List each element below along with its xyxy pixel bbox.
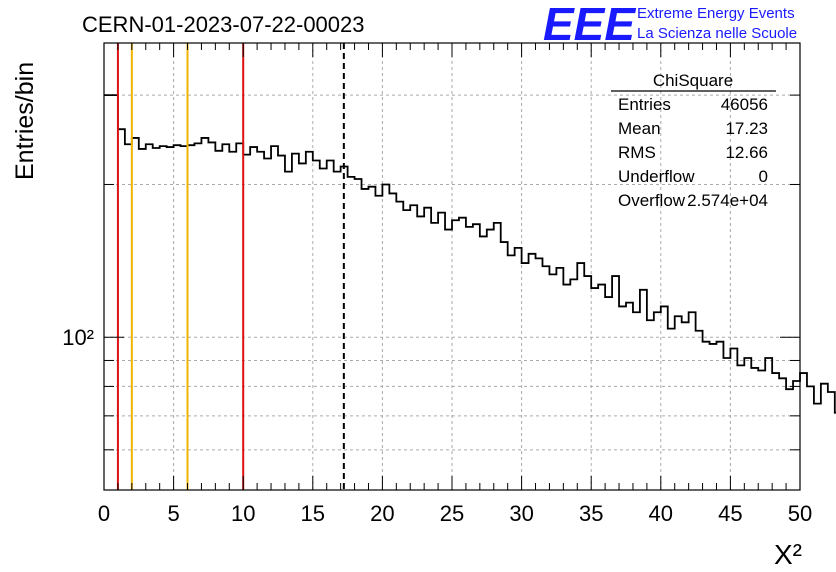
histogram-outline — [104, 94, 836, 414]
logo-line-1: Extreme Energy Events — [637, 5, 795, 22]
histogram — [104, 94, 836, 414]
x-tick-label: 5 — [167, 501, 179, 526]
grid — [104, 43, 800, 491]
x-tick-label: 30 — [509, 501, 533, 526]
stats-label: Entries — [618, 95, 671, 114]
stats-label: Mean — [618, 119, 661, 138]
x-tick-label: 25 — [440, 501, 464, 526]
stats-value: 0 — [759, 167, 768, 186]
x-tick-label: 50 — [788, 501, 812, 526]
run-title: CERN-01-2023-07-22-00023 — [82, 12, 365, 37]
stats-value: 2.574e+04 — [687, 191, 768, 210]
y-axis-label: Entries/bin — [11, 62, 39, 180]
y-tick-label: 10² — [62, 325, 94, 350]
x-tick-label: 40 — [649, 501, 673, 526]
stats-label: Underflow — [618, 167, 695, 186]
stats-label: RMS — [618, 143, 656, 162]
x-tick-label: 0 — [98, 501, 110, 526]
x-tick-label: 45 — [718, 501, 742, 526]
axis-tick-labels: 0 5 10 15 20 25 30 35 40 45 50 10² — [62, 325, 812, 526]
x-tick-label: 15 — [301, 501, 325, 526]
eee-logo: EEE Extreme Energy Events La Scienza nel… — [543, 0, 797, 50]
stats-value: 46056 — [721, 95, 768, 114]
logo-line-2: La Scienza nelle Scuole — [637, 25, 797, 42]
marker-lines — [116, 43, 345, 490]
stats-box: ChiSquare Entries 46056 Mean 17.23 RMS 12.66 U… — [611, 71, 776, 210]
axis-ticks — [103, 43, 801, 491]
logo-letters: EEE — [543, 0, 636, 50]
x-axis-label: X² — [774, 539, 802, 570]
stats-label: Overflow — [618, 191, 686, 210]
stats-value: 12.66 — [725, 143, 768, 162]
x-tick-label: 20 — [370, 501, 394, 526]
stats-value: 17.23 — [725, 119, 768, 138]
stats-title: ChiSquare — [653, 71, 733, 90]
x-tick-label: 10 — [231, 501, 255, 526]
x-tick-label: 35 — [579, 501, 603, 526]
